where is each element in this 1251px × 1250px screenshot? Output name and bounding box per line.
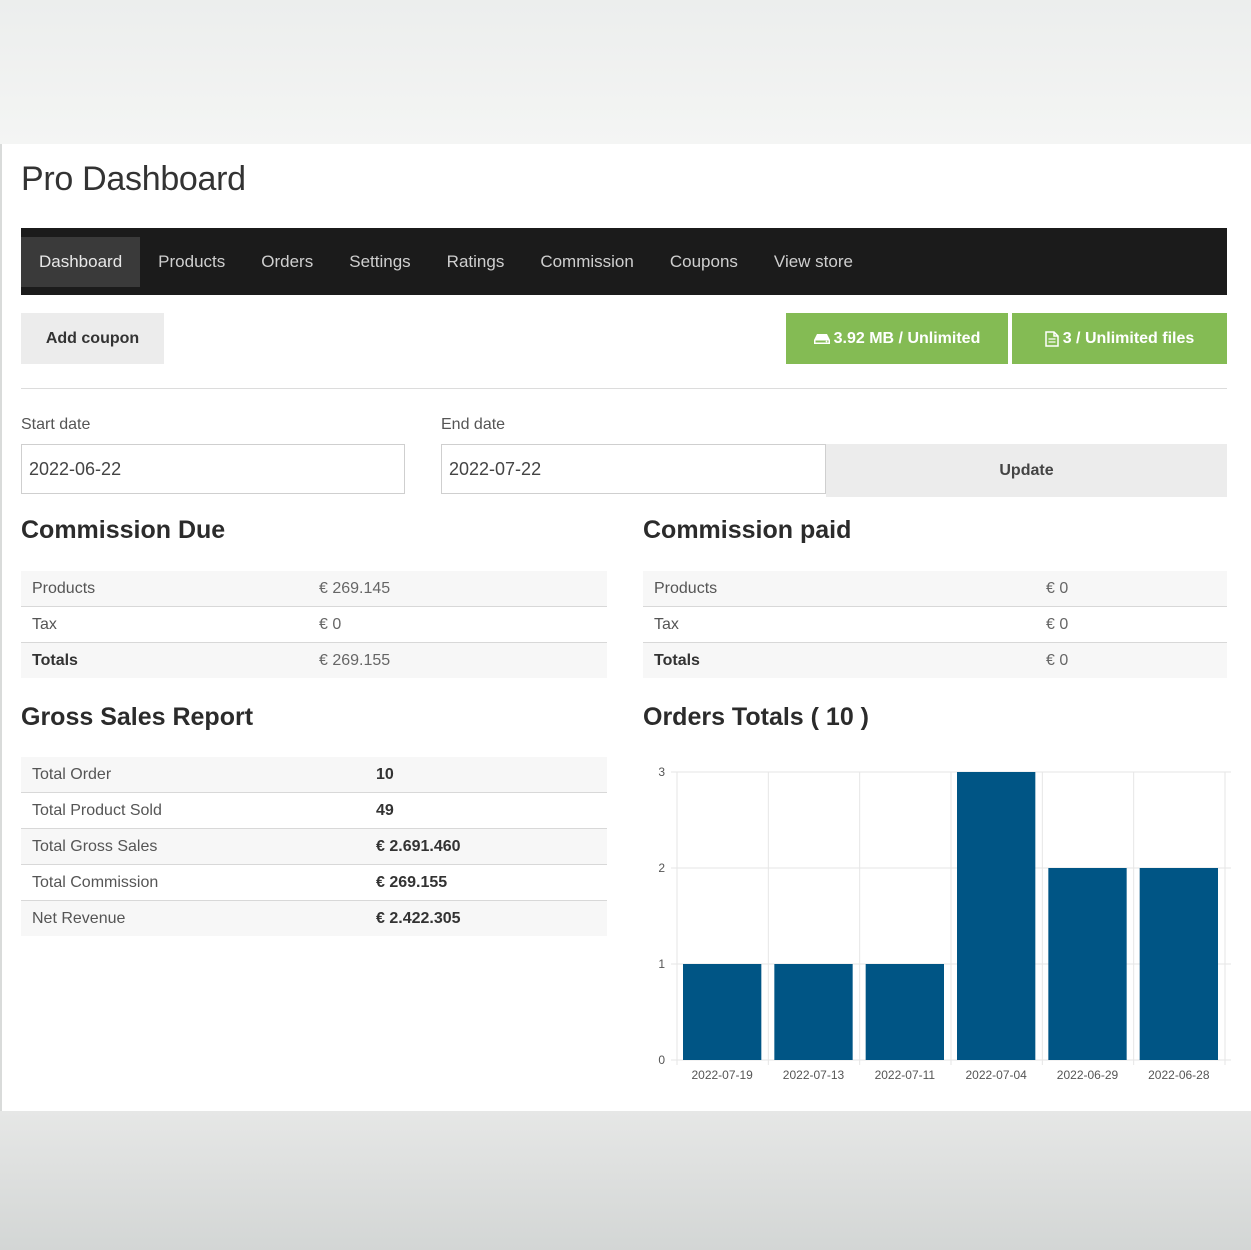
bar-2022-07-19[interactable] (683, 964, 762, 1060)
commission-paid-title: Commission paid (643, 516, 852, 544)
page-title: Pro Dashboard (21, 160, 246, 198)
bar-2022-06-29[interactable] (1048, 868, 1127, 1060)
row-label: Products (643, 571, 1035, 607)
storage-usage-label: 3.92 MB / Unlimited (833, 329, 981, 347)
x-tick-label: 2022-07-11 (875, 1068, 936, 1082)
end-date-input[interactable] (441, 444, 826, 494)
table-row: Total Order 10 (21, 757, 607, 793)
start-date-input[interactable] (21, 444, 405, 494)
y-tick-label: 0 (658, 1053, 665, 1067)
end-date-label: End date (441, 416, 506, 433)
table-row: Total Gross Sales € 2.691.460 (21, 828, 607, 865)
nav-item-view-store[interactable]: View store (773, 251, 853, 271)
bottom-background (0, 1111, 1251, 1250)
gross-sales-title: Gross Sales Report (21, 703, 254, 731)
commission-due-title: Commission Due (21, 516, 226, 544)
storage-usage-badge: 3.92 MB / Unlimited (786, 313, 1008, 364)
main-nav: Dashboard Products Orders Settings Ratings Co… (21, 228, 1227, 295)
bar-2022-07-04[interactable] (957, 772, 1036, 1060)
row-label: Net Revenue (21, 900, 365, 936)
nav-item-settings[interactable]: Settings (349, 251, 411, 271)
row-label: Products (21, 571, 308, 607)
row-value: € 269.145 (308, 571, 607, 607)
x-tick-label: 2022-07-04 (965, 1068, 1027, 1082)
row-label: Totals (21, 642, 308, 678)
table-row: Totals € 0 (643, 642, 1227, 678)
row-label: Tax (643, 606, 1035, 643)
row-label: Total Product Sold (21, 792, 365, 829)
orders-totals-chart: 0 1 2 3 2022-07-19 2022-07-13 2022-07-11 2022-0… (658, 765, 1231, 1082)
nav-item-orders[interactable]: Orders (261, 251, 314, 271)
row-value: 49 (365, 792, 607, 829)
row-value: € 0 (308, 606, 607, 643)
toolbar-divider (21, 388, 1227, 389)
row-label: Total Commission (21, 864, 365, 901)
y-tick-label: 3 (658, 765, 665, 779)
file-icon (1044, 330, 1059, 347)
row-label: Total Order (21, 757, 365, 793)
bar-2022-07-13[interactable] (774, 964, 853, 1060)
table-row: Tax € 0 (21, 606, 607, 643)
row-value: € 0 (1035, 642, 1227, 678)
x-tick-label: 2022-07-13 (783, 1068, 845, 1082)
row-value: € 0 (1035, 571, 1227, 607)
table-row: Net Revenue € 2.422.305 (21, 900, 607, 936)
row-value: € 2.422.305 (365, 900, 607, 936)
x-tick-label: 2022-06-28 (1148, 1068, 1210, 1082)
table-row: Total Commission € 269.155 (21, 864, 607, 901)
nav-item-ratings[interactable]: Ratings (446, 251, 505, 271)
add-coupon-button[interactable]: Add coupon (21, 313, 164, 364)
files-usage-label: 3 / Unlimited files (1062, 329, 1195, 347)
table-row: Total Product Sold 49 (21, 792, 607, 829)
row-label: Totals (643, 642, 1035, 678)
table-row: Totals € 269.155 (21, 642, 607, 678)
top-background (0, 0, 1251, 144)
row-value: € 269.155 (308, 642, 607, 678)
row-value: € 269.155 (365, 864, 607, 901)
row-label: Tax (21, 606, 308, 643)
bar-2022-06-28[interactable] (1139, 868, 1218, 1060)
bar-2022-07-11[interactable] (865, 964, 944, 1060)
row-value: 10 (365, 757, 607, 793)
table-row: Products € 269.145 (21, 571, 607, 607)
commission-paid-table: Products € 0 Tax € 0 Totals € 0 (643, 571, 1227, 678)
files-usage-badge: 3 / Unlimited files (1012, 313, 1227, 364)
nav-item-dashboard[interactable]: Dashboard (21, 236, 141, 287)
y-tick-label: 1 (658, 957, 665, 971)
table-row: Tax € 0 (643, 606, 1227, 643)
row-value: € 2.691.460 (365, 828, 607, 865)
row-label: Total Gross Sales (21, 828, 365, 865)
orders-totals-title: Orders Totals ( 10 ) (643, 703, 869, 731)
gross-sales-table: Total Order 10 Total Product Sold 49 Total G… (21, 757, 607, 936)
nav-item-coupons[interactable]: Coupons (669, 251, 738, 271)
start-date-label: Start date (21, 416, 91, 433)
row-value: € 0 (1035, 606, 1227, 643)
table-row: Products € 0 (643, 571, 1227, 607)
commission-due-table: Products € 269.145 Tax € 0 Totals € 269.155 (21, 571, 607, 678)
y-tick-label: 2 (658, 861, 665, 875)
x-tick-label: 2022-07-19 (691, 1068, 753, 1082)
update-button[interactable]: Update (826, 444, 1227, 497)
hdd-icon (813, 333, 830, 344)
x-tick-label: 2022-06-29 (1057, 1068, 1119, 1082)
nav-item-products[interactable]: Products (158, 251, 226, 271)
nav-item-commission[interactable]: Commission (540, 251, 634, 271)
